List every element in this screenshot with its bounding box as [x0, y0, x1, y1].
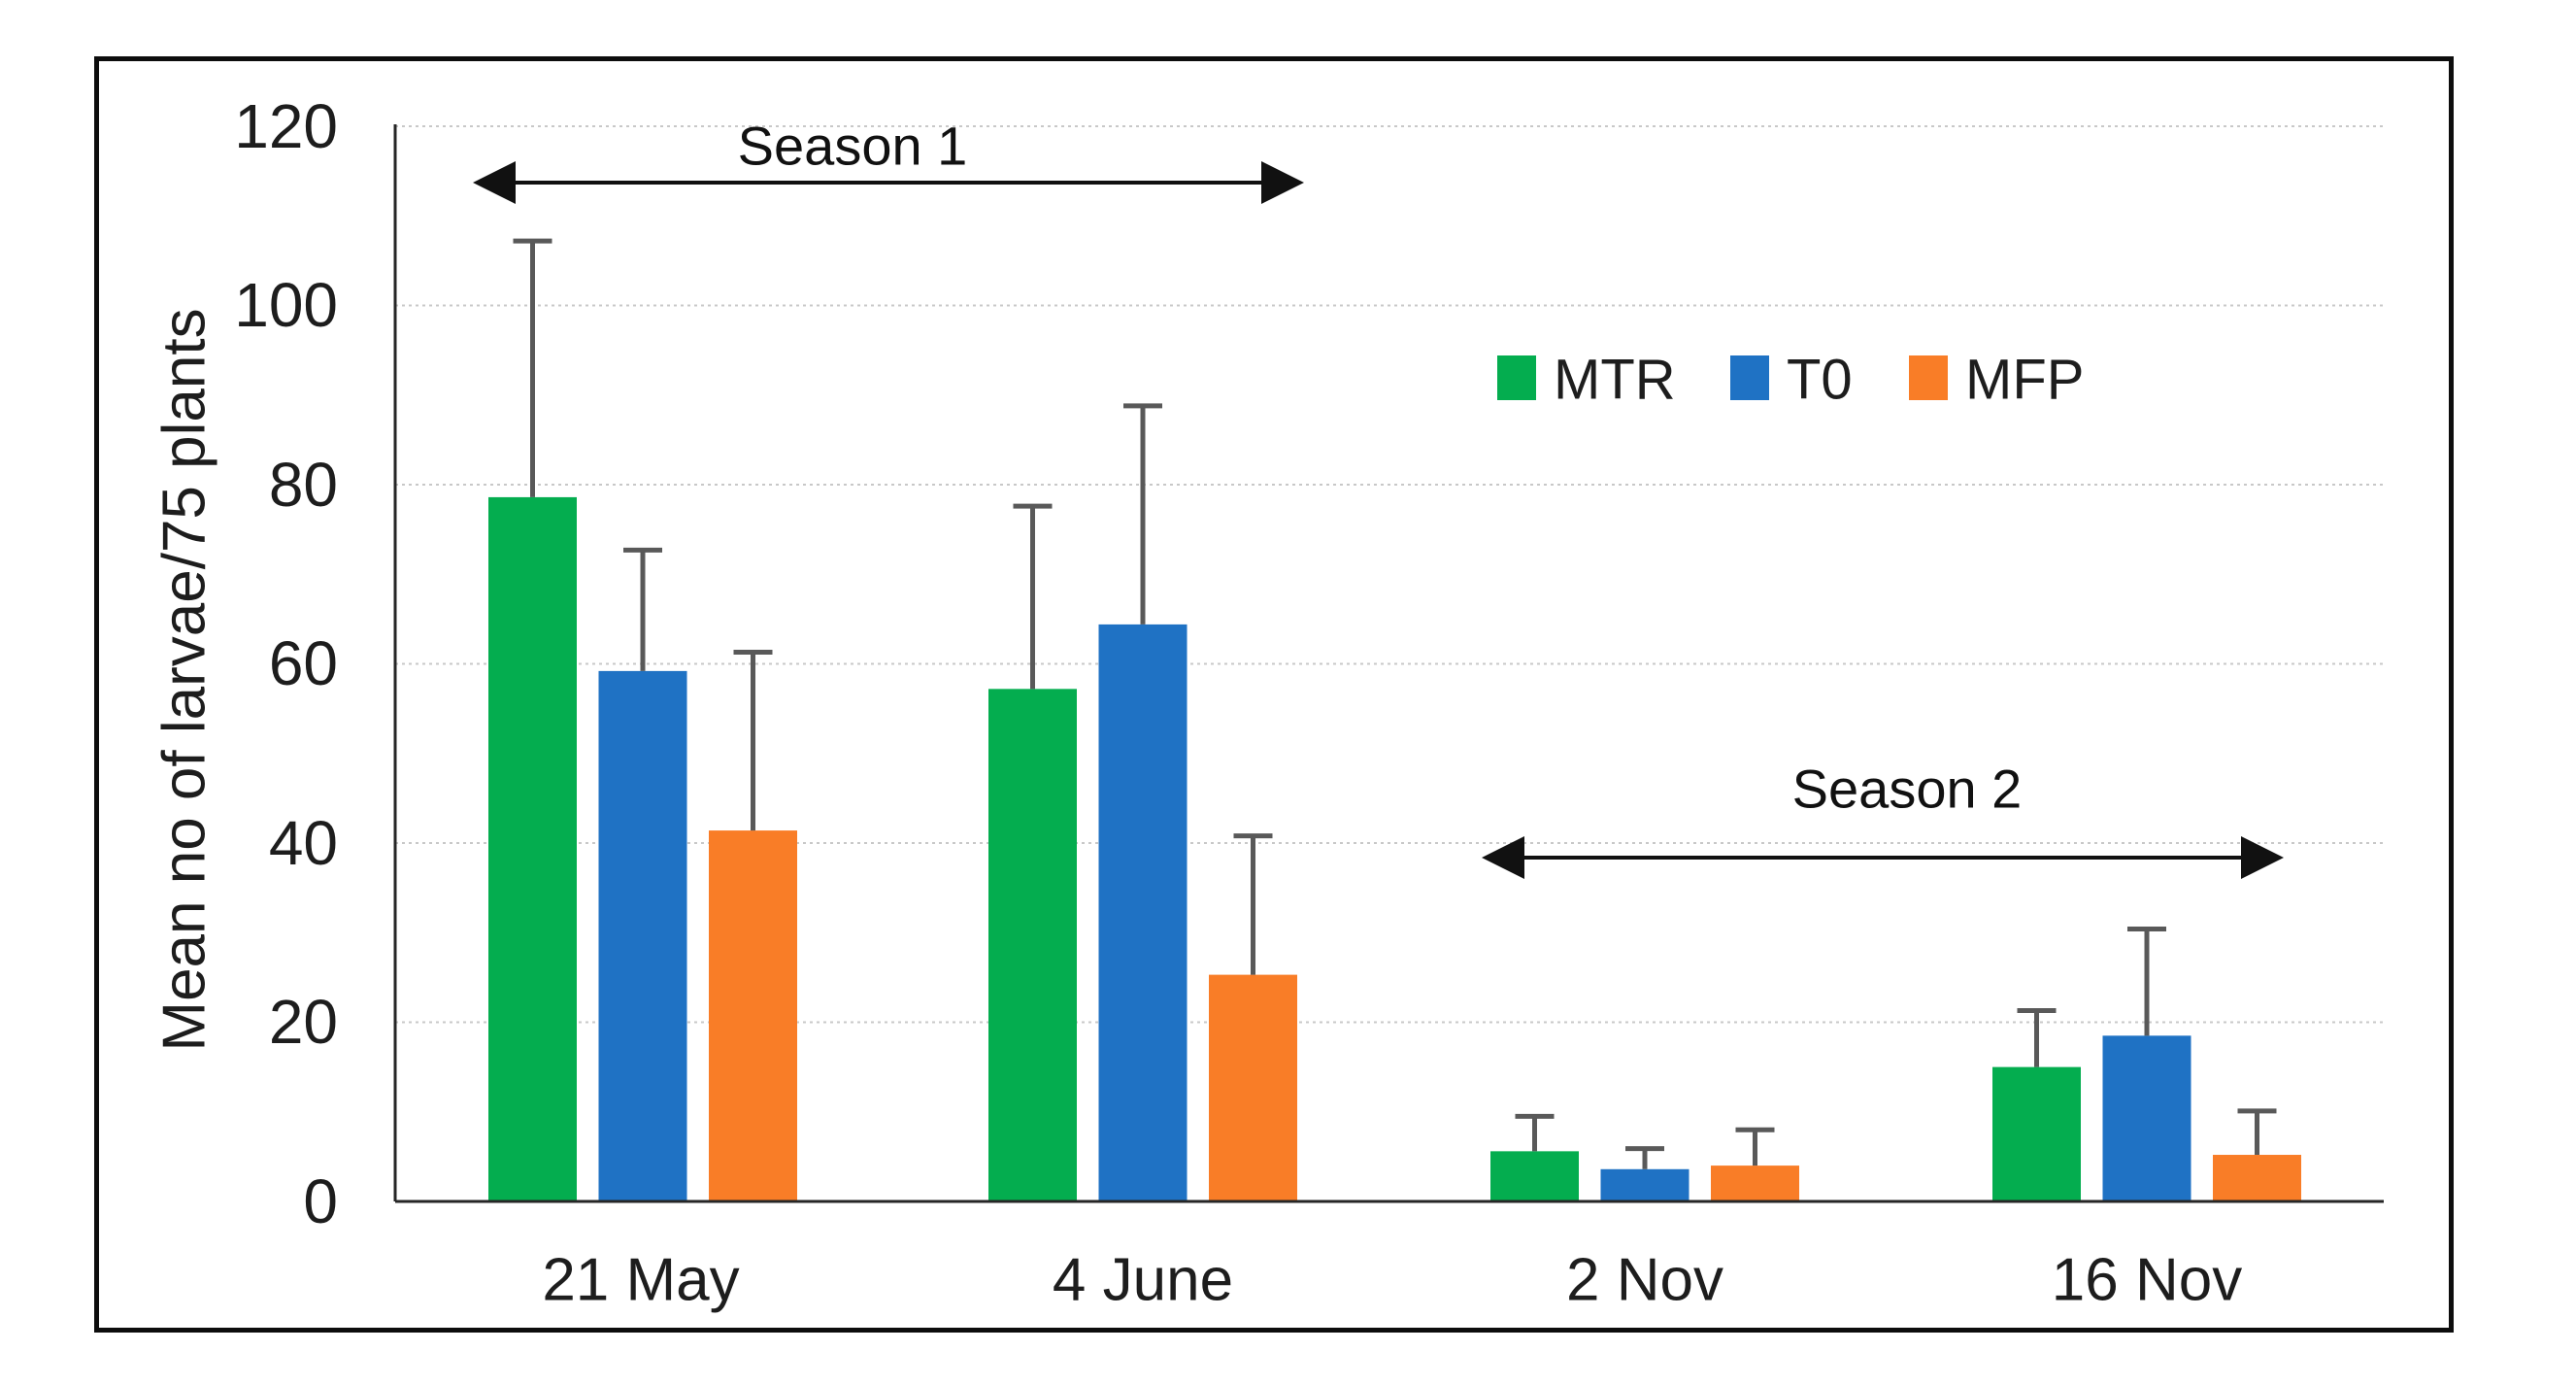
y-tick-40: 40 — [269, 808, 338, 878]
x-label-16-nov: 16 Nov — [2052, 1247, 2242, 1314]
y-tick-80: 80 — [269, 450, 338, 520]
gridlines — [395, 125, 2384, 1024]
season-1-label: Season 1 — [738, 116, 968, 177]
annotation-season-1: Season 1 — [473, 116, 1304, 204]
legend-swatch-mfp — [1909, 355, 1948, 400]
legend-label-mtr: MTR — [1554, 349, 1676, 412]
season-2-arrowhead-right — [2241, 836, 2284, 879]
bar-T0-4-june — [1098, 624, 1188, 1201]
bar-MTR-4-june — [988, 689, 1077, 1201]
season-2-label: Season 2 — [1792, 759, 2023, 820]
legend-label-mfp: MFP — [1965, 349, 2084, 412]
bar-MTR-2-nov — [1490, 1151, 1579, 1201]
x-label-4-june: 4 June — [1053, 1247, 1233, 1314]
season-1-arrowhead-right — [1261, 161, 1304, 204]
axes — [393, 124, 2384, 1203]
bar-MTR-16-nov — [1992, 1066, 2081, 1201]
bar-MFP-16-nov — [2213, 1155, 2301, 1201]
bar-MFP-21-may — [709, 830, 797, 1201]
y-axis-tick-labels: 120 100 80 60 40 20 0 — [234, 91, 338, 1236]
legend-swatch-t0 — [1730, 355, 1769, 400]
y-tick-120: 120 — [234, 91, 338, 161]
season-1-arrowhead-left — [473, 161, 516, 204]
legend-swatch-mtr — [1497, 355, 1536, 400]
bar-series — [488, 496, 2301, 1201]
bar-T0-2-nov — [1600, 1168, 1689, 1201]
bar-MTR-21-may — [488, 496, 577, 1201]
x-label-2-nov: 2 Nov — [1566, 1247, 1723, 1314]
bar-MFP-4-june — [1209, 974, 1297, 1201]
bar-T0-16-nov — [2102, 1035, 2191, 1201]
bar-T0-21-may — [598, 670, 687, 1201]
x-axis-category-labels: 21 May 4 June 2 Nov 16 Nov — [542, 1247, 2242, 1314]
season-2-arrowhead-left — [1482, 836, 1524, 879]
y-tick-20: 20 — [269, 987, 338, 1057]
y-axis-title: Mean no of larvae/75 plants — [151, 308, 218, 1051]
y-tick-0: 0 — [303, 1166, 338, 1236]
annotation-season-2: Season 2 — [1482, 759, 2284, 879]
y-tick-100: 100 — [234, 270, 338, 340]
y-tick-60: 60 — [269, 628, 338, 698]
bar-MFP-2-nov — [1711, 1165, 1799, 1201]
error-bars — [513, 238, 2277, 1169]
legend: MTR T0 MFP — [1497, 349, 2084, 412]
legend-label-t0: T0 — [1787, 349, 1853, 412]
x-label-21-may: 21 May — [542, 1247, 739, 1314]
